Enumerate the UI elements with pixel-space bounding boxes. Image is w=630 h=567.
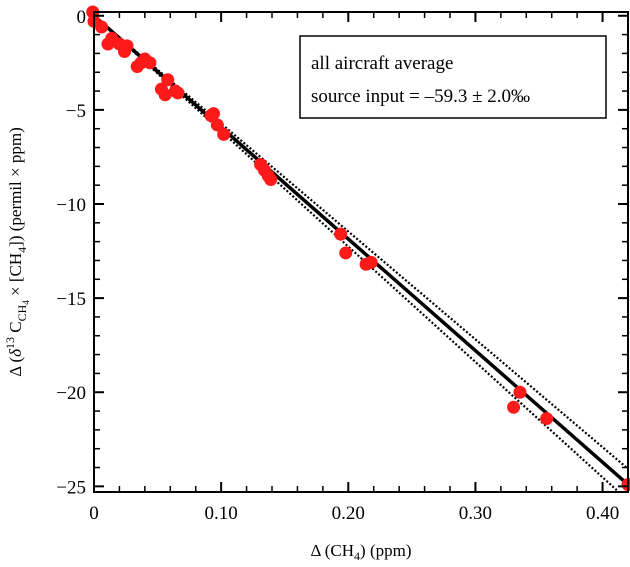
x-axis-label-sub: 4 — [354, 549, 360, 563]
y-tick-label: −5 — [66, 101, 86, 122]
x-axis-ticks: 0 0.10 0.20 0.30 0.40 — [89, 12, 629, 524]
x-tick-label: 0.30 — [459, 503, 492, 524]
x-tick-label: 0.40 — [586, 503, 619, 524]
y-axis-label-subch4: CH — [15, 304, 29, 321]
y-axis-label-sub4: 4 — [15, 247, 29, 253]
x-tick-label: 0.10 — [205, 503, 238, 524]
y-axis-label: Δ (δ13 CCH4 × [CH4]) (permil × ppm) — [3, 127, 31, 377]
legend-line-1: all aircraft average — [311, 53, 453, 74]
y-axis-label-delta: δ — [6, 348, 25, 357]
x-tick-label: 0.20 — [332, 503, 365, 524]
x-axis-label-main: Δ (CH — [311, 541, 355, 560]
data-point — [143, 56, 157, 70]
x-tick-label: 0 — [89, 503, 99, 524]
data-points — [86, 5, 630, 491]
data-point — [217, 127, 231, 141]
plot-frame — [93, 11, 629, 493]
data-point — [161, 73, 175, 87]
data-point — [339, 246, 353, 260]
data-point — [158, 88, 172, 102]
data-point — [540, 412, 554, 426]
y-axis-label-tail: ]) (permil × ppm) — [6, 127, 25, 247]
data-point — [513, 385, 527, 399]
data-point — [334, 227, 348, 241]
legend-line-2: source input = –59.3 ± 2.0‰ — [311, 86, 530, 107]
data-point — [210, 118, 224, 132]
data-point — [171, 86, 185, 100]
x-axis-label: Δ (CH4) (ppm) — [311, 541, 412, 563]
y-tick-label: −20 — [56, 383, 86, 404]
data-point — [364, 255, 378, 269]
y-axis-label-c: C — [6, 321, 25, 337]
data-point — [120, 39, 134, 53]
legend: all aircraft average source input = –59.… — [299, 35, 607, 119]
y-axis-label-sup13: 13 — [3, 337, 17, 349]
data-point — [207, 107, 221, 121]
data-point — [95, 20, 109, 34]
y-tick-label: −10 — [56, 195, 86, 216]
y-axis-label-subch4-4: 4 — [21, 300, 31, 305]
y-tick-label: −15 — [56, 289, 86, 310]
y-axis-label-a: Δ ( — [6, 357, 25, 377]
y-tick-label: 0 — [77, 7, 87, 28]
data-point — [507, 400, 521, 414]
x-axis-label-tail: ) (ppm) — [360, 541, 411, 560]
y-tick-label: −25 — [56, 477, 86, 498]
y-axis-label-times: × [CH — [6, 253, 25, 300]
data-point — [264, 173, 278, 187]
legend-box — [299, 35, 607, 119]
y-axis-ticks: 0 −5 −10 −15 −20 −25 — [56, 7, 628, 498]
